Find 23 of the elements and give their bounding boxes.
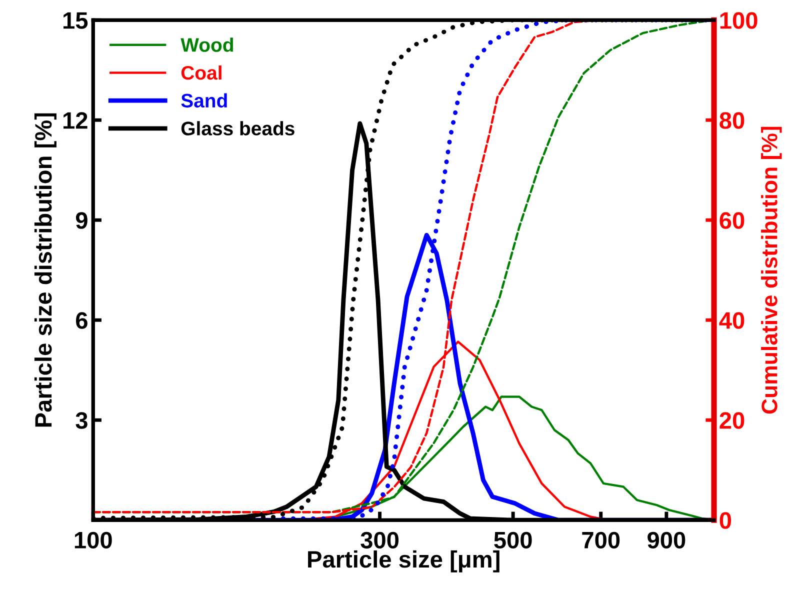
x-tick-label: 500 — [494, 532, 532, 549]
y2-tick-label: 0 — [720, 512, 732, 529]
legend-label: Wood — [180, 38, 233, 52]
y2-tick-label: 20 — [720, 412, 744, 429]
y-axis-title: Particle size distribution [%] — [34, 113, 56, 427]
x-tick-label: 100 — [74, 532, 112, 549]
y2-tick-label: 60 — [720, 212, 744, 229]
legend-label: Sand — [181, 93, 227, 108]
legend-label: Glass beads — [181, 121, 294, 136]
y2-tick-label: 80 — [720, 112, 744, 129]
y2-tick-label: 40 — [719, 312, 744, 329]
legend-label: Coal — [181, 65, 222, 80]
y-tick-label: 6 — [76, 312, 88, 329]
x-tick-label: 300 — [360, 532, 399, 549]
x-tick-label: 700 — [582, 532, 620, 549]
x-tick-label: 900 — [648, 532, 686, 549]
y-tick-label: 9 — [76, 212, 88, 229]
y2-tick-label: 100 — [720, 12, 758, 29]
y-tick-label: 15 — [64, 12, 88, 29]
y-tick-label: 12 — [64, 112, 88, 129]
x-axis-title: Particle size [μm] — [308, 550, 500, 572]
y-tick-label: 3 — [76, 412, 88, 429]
y2-axis-title: Cumulative distribution [%] — [761, 126, 782, 414]
